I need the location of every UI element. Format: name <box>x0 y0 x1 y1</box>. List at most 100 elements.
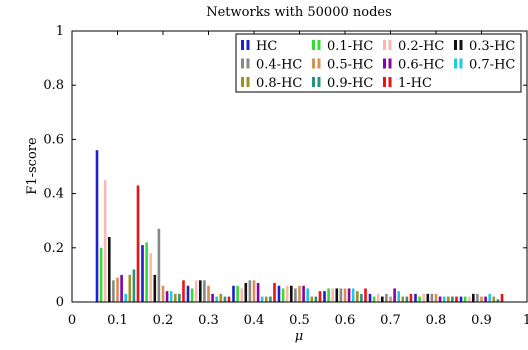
legend-swatch <box>246 40 250 50</box>
bar-08-hc-4 <box>310 296 314 302</box>
bar-03-hc-3 <box>244 283 248 302</box>
bar-hc-0 <box>95 150 99 302</box>
bar-04-hc-2 <box>203 280 206 302</box>
bar-hc-2 <box>186 285 190 302</box>
bar-01-hc-6 <box>372 296 376 302</box>
legend-swatch <box>383 77 386 87</box>
legend-swatch <box>459 58 463 69</box>
bar-05-hc-0 <box>116 277 119 302</box>
legend-label: 0.8-HC <box>256 76 302 91</box>
legend-swatch <box>241 40 244 50</box>
bar-05-hc-6 <box>389 296 392 302</box>
x-tick-label: 1 <box>523 313 528 328</box>
legend-swatch <box>317 40 321 50</box>
bar-07-hc-2 <box>215 296 218 302</box>
legend-label: 0.7-HC <box>469 58 515 73</box>
bar-hc-7 <box>414 293 417 302</box>
bar-08-hc-7 <box>447 296 450 302</box>
bar-04-hc-5 <box>339 288 343 302</box>
x-tick-label: 0.1 <box>107 313 128 328</box>
bar-03-hc-7 <box>426 293 430 302</box>
bar-01-hc-8 <box>463 296 467 302</box>
bar-02-hc-6 <box>376 293 380 302</box>
y-tick-label: 0.4 <box>43 187 64 202</box>
bar-02-hc-8 <box>467 296 471 302</box>
y-tick-label: 0.6 <box>43 132 64 147</box>
bar-06-hc-8 <box>484 296 487 302</box>
bar-06-hc-1 <box>165 291 169 302</box>
legend-label: 0.4-HC <box>256 58 302 73</box>
bar-02-hc-3 <box>240 288 243 302</box>
bar-07-hc-7 <box>442 296 446 302</box>
bar-05-hc-1 <box>161 285 165 302</box>
bar-06-hc-3 <box>256 283 260 302</box>
bar-1-hc-4 <box>318 291 322 302</box>
bar-09-hc-7 <box>451 296 454 302</box>
x-tick-label: 0.5 <box>289 313 310 328</box>
bar-09-hc-2 <box>223 296 227 302</box>
bar-hc-3 <box>232 285 235 302</box>
y-axis-label: F1-score <box>25 137 40 195</box>
legend-swatch <box>383 58 386 69</box>
legend-swatch <box>317 77 321 87</box>
legend-swatch <box>317 58 321 69</box>
bar-02-hc-0 <box>103 180 107 302</box>
legend-label: 1-HC <box>398 76 432 91</box>
bar-04-hc-7 <box>430 293 434 302</box>
legend-swatch <box>388 77 392 87</box>
x-axis-label: μ <box>295 329 303 344</box>
bar-1-hc-2 <box>227 296 231 302</box>
bar-08-hc-5 <box>356 291 359 302</box>
legend: HC 0.1-HC 0.2-HC 0.3-HC 0.4-HC 0.5-HC 0.6-HC 0.… <box>235 33 522 93</box>
plot-frame <box>71 30 528 303</box>
bar-03-hc-5 <box>335 288 339 302</box>
bar-07-hc-6 <box>397 291 400 302</box>
bar-07-hc-1 <box>169 291 173 302</box>
bar-hc-5 <box>323 291 326 302</box>
legend-swatch <box>241 58 244 69</box>
bar-02-hc-1 <box>149 253 152 302</box>
y-tick-label: 1 <box>56 24 64 39</box>
bar-06-hc-0 <box>120 274 123 302</box>
x-tick-label: 0.2 <box>153 313 174 328</box>
bar-05-hc-3 <box>252 280 256 302</box>
bar-09-hc-4 <box>314 296 318 302</box>
bar-02-hc-2 <box>194 280 198 302</box>
y-tick-label: 0.8 <box>43 78 64 93</box>
bar-05-hc-5 <box>343 288 347 302</box>
legend-swatch <box>383 40 386 50</box>
bar-07-hc-5 <box>351 288 355 302</box>
bar-06-hc-2 <box>211 293 214 302</box>
bar-03-hc-0 <box>108 236 111 302</box>
bar-hc-4 <box>277 285 281 302</box>
legend-label: 0.9-HC <box>327 76 373 91</box>
chart-title: Networks with 50000 nodes <box>206 5 392 20</box>
x-tick-label: 0.6 <box>335 313 356 328</box>
bar-1-hc-8 <box>500 293 504 302</box>
legend-swatch <box>312 58 315 69</box>
bar-08-hc-2 <box>219 293 223 302</box>
bar-1-hc-0 <box>136 185 140 302</box>
legend-swatch <box>454 58 457 69</box>
bar-08-hc-1 <box>174 293 177 302</box>
bar-04-hc-3 <box>248 280 252 302</box>
bar-05-hc-8 <box>480 296 483 302</box>
bar-07-hc-4 <box>306 288 309 302</box>
bar-06-hc-7 <box>438 296 442 302</box>
axis-ticks: 0 0.1 0.2 0.3 0.4 0.5 0.6 0.7 0.8 0.9 1 0 0.2 0.4 0.6 0… <box>43 24 528 328</box>
bar-1-hc-1 <box>182 280 185 302</box>
bar-1-hc-7 <box>455 296 458 302</box>
bar-03-hc-1 <box>153 274 157 302</box>
bar-09-hc-5 <box>360 293 363 302</box>
x-tick-label: 0.7 <box>380 313 401 328</box>
y-tick-label: 0.2 <box>43 241 64 256</box>
bar-01-hc-4 <box>281 288 285 302</box>
bar-06-hc-5 <box>347 288 351 302</box>
bar-04-hc-8 <box>476 293 479 302</box>
bar-08-hc-8 <box>492 296 496 302</box>
bar-08-hc-0 <box>128 274 132 302</box>
bar-01-hc-0 <box>99 247 103 302</box>
bar-01-hc-5 <box>327 288 330 302</box>
bar-03-hc-6 <box>381 296 384 302</box>
